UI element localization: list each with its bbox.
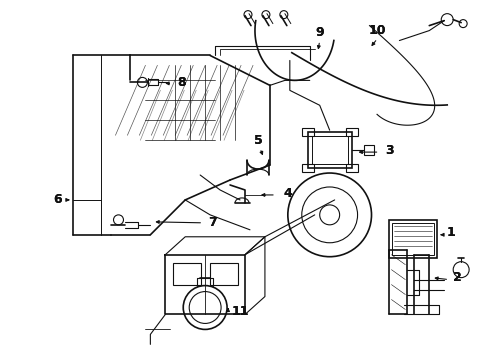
Bar xyxy=(312,136,347,164)
Text: 7: 7 xyxy=(208,216,217,229)
Text: 3: 3 xyxy=(385,144,394,157)
Text: 1: 1 xyxy=(447,226,456,239)
Bar xyxy=(210,263,238,285)
Text: 3: 3 xyxy=(385,144,394,157)
Text: 5: 5 xyxy=(253,134,262,147)
Text: 11: 11 xyxy=(231,305,249,318)
Text: 8: 8 xyxy=(177,76,186,89)
Text: 5: 5 xyxy=(253,134,262,147)
Text: 2: 2 xyxy=(453,271,462,284)
Bar xyxy=(345,128,358,136)
Bar xyxy=(308,132,352,168)
Text: 10: 10 xyxy=(369,24,386,37)
Bar xyxy=(173,263,201,285)
Text: 6: 6 xyxy=(53,193,62,206)
Bar xyxy=(302,164,314,172)
Text: 4: 4 xyxy=(283,188,292,201)
Bar xyxy=(364,145,373,155)
Text: 6: 6 xyxy=(53,193,62,206)
Text: 9: 9 xyxy=(316,26,324,39)
Bar xyxy=(392,223,434,255)
Bar xyxy=(302,128,314,136)
Text: 11: 11 xyxy=(231,305,249,318)
Text: 7: 7 xyxy=(208,216,217,229)
Text: 1: 1 xyxy=(447,226,456,239)
Text: 9: 9 xyxy=(316,26,324,39)
Text: 2: 2 xyxy=(453,271,462,284)
Text: 10: 10 xyxy=(369,24,386,37)
Text: 8: 8 xyxy=(177,76,186,89)
Bar xyxy=(390,220,437,258)
Bar xyxy=(345,164,358,172)
Text: 4: 4 xyxy=(283,188,292,201)
